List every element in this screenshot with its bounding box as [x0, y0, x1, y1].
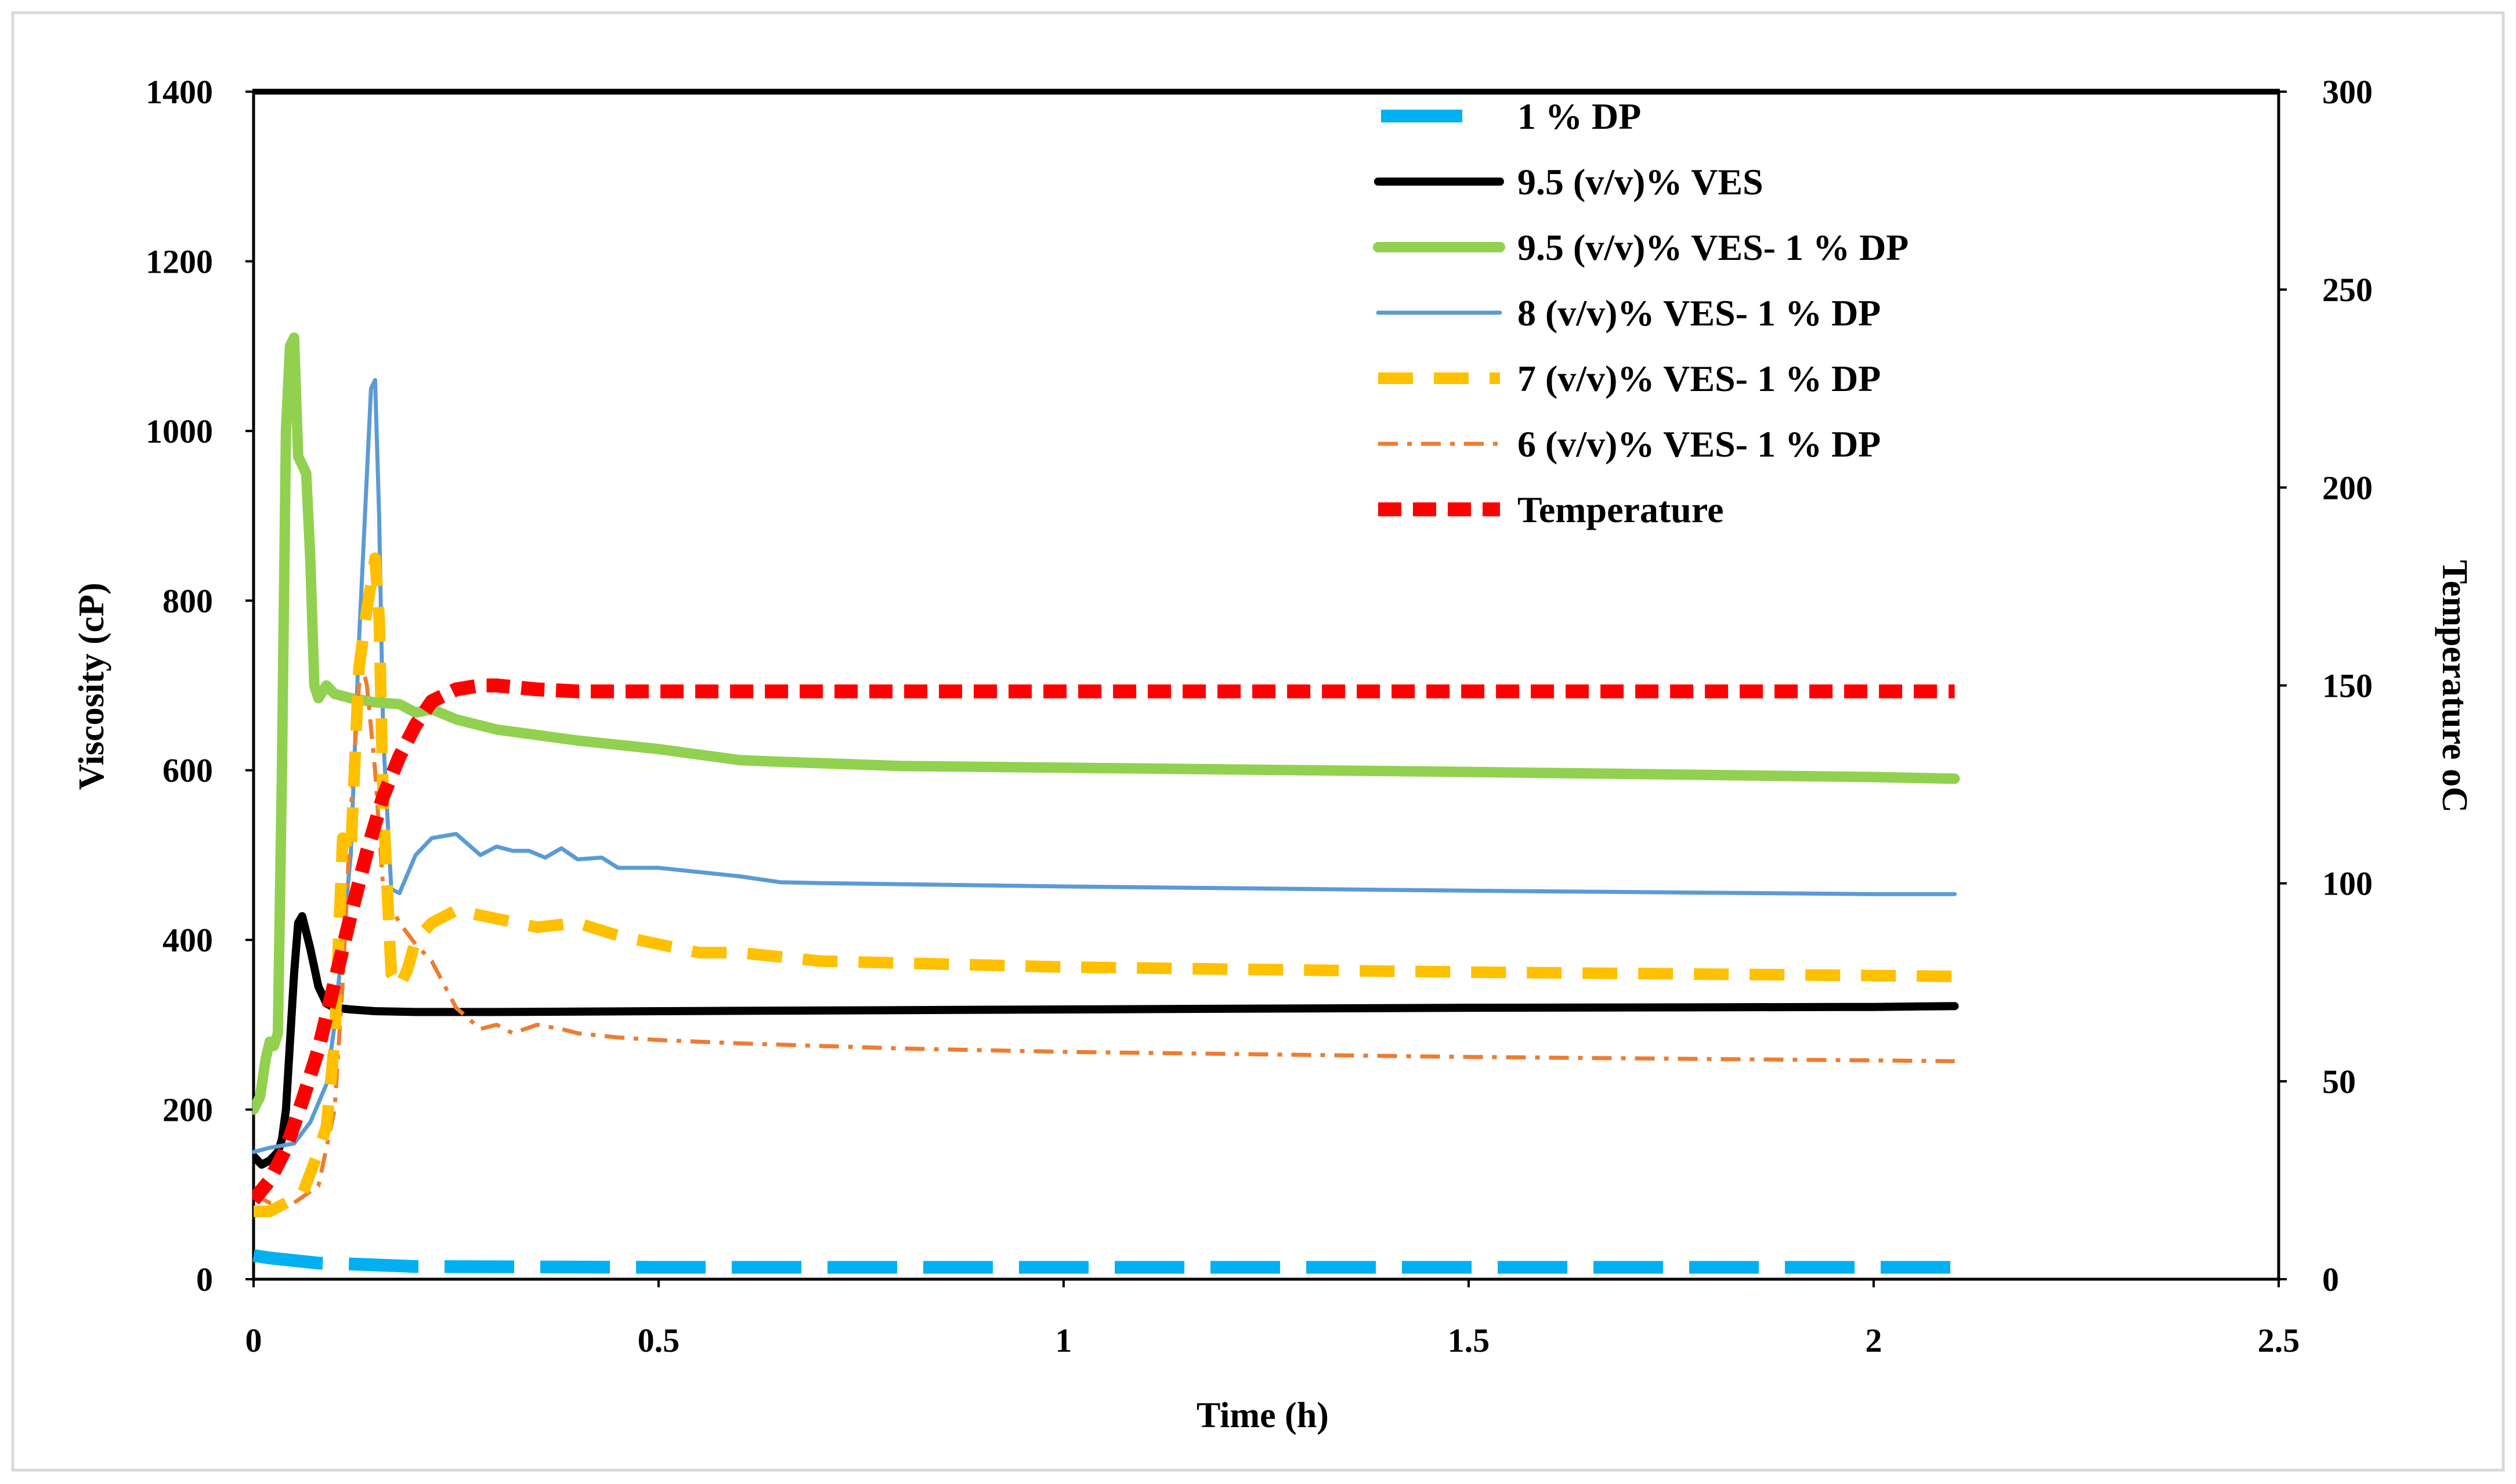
y-tick-label: 200 — [162, 1091, 213, 1129]
y2-tick-label: 250 — [2322, 271, 2373, 309]
x-tick-label: 0 — [245, 1322, 262, 1359]
series-line — [252, 332, 1960, 1115]
x-tick-label: 2.5 — [2258, 1322, 2300, 1359]
legend-label: 9.5 (v/v)% VES- 1 % DP — [1517, 227, 1908, 268]
legend-label: 8 (v/v)% VES- 1 % DP — [1517, 292, 1881, 334]
figure-border — [11, 11, 2505, 1472]
y-tick-label: 1200 — [146, 242, 213, 280]
x-tick-label: 1.5 — [1448, 1322, 1490, 1359]
y2-tick-label: 100 — [2322, 865, 2373, 903]
y-tick-label: 400 — [162, 921, 213, 959]
series-line — [252, 1249, 1955, 1274]
y-tick-label: 1400 — [146, 73, 213, 111]
legend: 1 % DP 9.5 (v/v)% VES 9.5 (v/v)% VES- 1 % … — [1373, 96, 1908, 530]
y-tick-label: 800 — [162, 582, 213, 620]
series-layer — [252, 332, 1960, 1274]
y-tick-label: 0 — [196, 1261, 213, 1298]
x-tick-label: 1 — [1055, 1322, 1072, 1359]
series-line — [252, 912, 1959, 1169]
y-tick-label: 600 — [162, 752, 213, 790]
y2-tick-label: 0 — [2322, 1261, 2339, 1298]
legend-label: 6 (v/v)% VES- 1 % DP — [1517, 424, 1881, 465]
y2-axis-title: Temperature oC — [2435, 560, 2474, 813]
y2-tick-label: 300 — [2322, 73, 2373, 111]
y2-tick-label: 150 — [2322, 667, 2373, 705]
series-line — [254, 552, 1955, 1217]
y2-tick-label: 200 — [2322, 469, 2373, 506]
x-tick-label: 0.5 — [638, 1322, 680, 1359]
x-tick-label: 2 — [1866, 1322, 1882, 1359]
x-axis-title: Time (h) — [1196, 1396, 1329, 1435]
tick-layer: 0 200 400 600 800 1000 1200 1400 0 50 100 150 200 250… — [146, 73, 2373, 1359]
series-line — [252, 666, 1955, 1205]
y2-tick-label: 50 — [2322, 1063, 2356, 1101]
legend-label: 9.5 (v/v)% VES — [1517, 161, 1763, 202]
legend-label: 7 (v/v)% VES- 1 % DP — [1517, 358, 1881, 399]
legend-label: 1 % DP — [1517, 96, 1641, 137]
y-axis-title: Viscosity (cP) — [72, 582, 111, 790]
y-tick-label: 1000 — [146, 412, 213, 450]
legend-label: Temperature — [1517, 489, 1724, 530]
